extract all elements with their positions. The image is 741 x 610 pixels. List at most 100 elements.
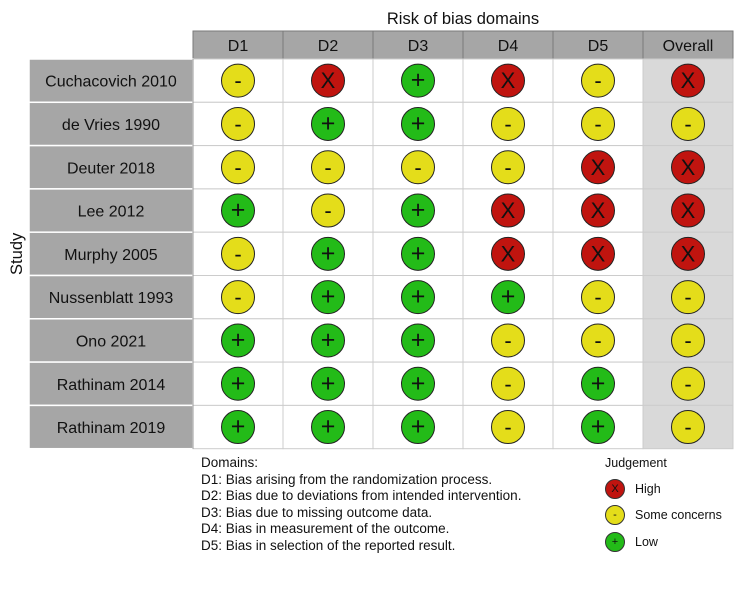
judgement-some-icon xyxy=(581,280,615,315)
chart-title: Risk of bias domains xyxy=(387,10,539,28)
judgement-symbol: - xyxy=(684,328,691,353)
judgement-symbol: - xyxy=(504,371,511,396)
y-axis-label: Study xyxy=(8,232,26,275)
judgement-low-icon xyxy=(311,236,345,271)
judgement-symbol: - xyxy=(414,155,421,180)
judgement-symbol: - xyxy=(504,328,511,353)
judgement-symbol: - xyxy=(504,415,511,440)
domain-d2-description: D2: Bias due to deviations from intended… xyxy=(201,488,522,504)
judgement-symbol: X xyxy=(591,241,606,266)
study-row-header xyxy=(28,101,194,147)
judgement-symbol: X xyxy=(501,198,516,223)
judgement-high-icon xyxy=(671,236,705,271)
study-label-rathinam-2014: Rathinam 2014 xyxy=(57,377,166,394)
judgement-low-icon xyxy=(581,366,615,401)
judgement-symbol: X xyxy=(681,241,696,266)
judgement-symbol: + xyxy=(231,196,246,224)
judgement-symbol: - xyxy=(594,68,601,93)
judgement-symbol: + xyxy=(411,326,426,354)
study-label-rathinam-2019: Rathinam 2019 xyxy=(57,420,166,437)
study-label-nussenblatt-1993: Nussenblatt 1993 xyxy=(49,290,174,307)
study-row-header xyxy=(28,274,194,320)
judgement-symbol: - xyxy=(684,111,691,136)
judgement-some-icon xyxy=(581,63,615,98)
judgement-symbol: + xyxy=(411,369,426,397)
judgement-symbol: + xyxy=(321,109,336,137)
judgement-symbol: + xyxy=(501,283,516,311)
judgement-legend-high: X High xyxy=(605,478,661,500)
column-header-label-d2: D2 xyxy=(318,38,339,55)
judgement-high-icon xyxy=(491,193,525,228)
judgement-symbol: X xyxy=(681,198,696,223)
judgement-low-icon xyxy=(311,280,345,315)
risk-of-bias-chart: Risk of bias domains Study D1 D2 D3 D4 D5 Overa… xyxy=(8,10,734,450)
judgement-some-icon xyxy=(221,150,255,185)
judgement-symbol: X xyxy=(501,241,516,266)
judgement-symbol: - xyxy=(504,111,511,136)
judgement-legend-title: Judgement xyxy=(605,456,667,470)
judgement-some-icon xyxy=(221,106,255,141)
judgement-some-icon xyxy=(311,193,345,228)
judgement-low-icon xyxy=(401,106,435,141)
judgement-some-icon xyxy=(581,106,615,141)
judgement-legend-some-concerns: - Some concerns xyxy=(605,504,722,526)
judgement-symbol: X xyxy=(591,198,606,223)
column-header-overall xyxy=(642,30,734,60)
column-header-label-overall: Overall xyxy=(663,38,714,55)
judgement-high-icon xyxy=(491,236,525,271)
judgement-low-icon xyxy=(581,410,615,445)
judgement-low-icon xyxy=(401,410,435,445)
judgement-high-icon xyxy=(581,150,615,185)
judgement-some-icon xyxy=(491,150,525,185)
judgement-low-icon xyxy=(401,63,435,98)
judgement-some-icon xyxy=(671,280,705,315)
study-row-header xyxy=(28,144,194,190)
judgement-symbol: + xyxy=(591,369,606,397)
domain-d3-description: D3: Bias due to missing outcome data. xyxy=(201,504,433,520)
domains-legend: Domains: D1: Bias arising from the rando… xyxy=(201,455,521,555)
judgement-symbol: - xyxy=(324,155,331,180)
judgement-symbol: X xyxy=(321,68,336,93)
judgement-symbol: - xyxy=(684,371,691,396)
study-label-deuter-2018: Deuter 2018 xyxy=(67,160,155,177)
judgement-high-label: High xyxy=(635,482,661,496)
judgement-some-icon xyxy=(221,236,255,271)
judgement-symbol: + xyxy=(411,66,426,94)
judgement-low-icon xyxy=(311,323,345,358)
column-header-label-d1: D1 xyxy=(228,38,249,55)
judgement-some-icon xyxy=(221,280,255,315)
low-risk-icon: + xyxy=(605,532,625,552)
judgement-legend: Judgement X High - Some concerns + Low xyxy=(605,456,722,552)
judgement-symbol: - xyxy=(504,155,511,180)
judgement-high-icon xyxy=(671,193,705,228)
judgement-symbol: + xyxy=(411,283,426,311)
judgement-some-icon xyxy=(401,150,435,185)
judgement-low-icon xyxy=(311,366,345,401)
judgement-some-icon xyxy=(491,410,525,445)
judgement-symbol: - xyxy=(594,111,601,136)
judgement-some-icon xyxy=(671,323,705,358)
some-concerns-icon: - xyxy=(605,505,625,525)
judgement-symbol: + xyxy=(321,239,336,267)
study-label-de-vries-1990: de Vries 1990 xyxy=(62,117,160,134)
judgement-low-icon xyxy=(221,366,255,401)
judgement-symbol: - xyxy=(594,285,601,310)
column-header-d2 xyxy=(282,30,374,60)
judgement-symbol: + xyxy=(411,109,426,137)
domains-legend-heading: Domains: xyxy=(201,455,259,470)
study-label-ono-2021: Ono 2021 xyxy=(76,333,146,350)
judgement-some-icon xyxy=(491,366,525,401)
study-label-lee-2012: Lee 2012 xyxy=(78,204,145,221)
study-row-header xyxy=(28,188,194,233)
judgement-legend-low: + Low xyxy=(605,531,658,553)
column-header-label-d4: D4 xyxy=(498,38,519,55)
judgement-high-icon xyxy=(671,63,705,98)
judgement-symbol: X xyxy=(501,68,516,93)
judgement-symbol: + xyxy=(321,369,336,397)
judgement-symbol: X xyxy=(681,68,696,93)
judgement-high-icon xyxy=(491,63,525,98)
judgement-symbol: - xyxy=(234,68,241,93)
judgement-low-icon xyxy=(221,410,255,445)
judgement-some-icon xyxy=(671,366,705,401)
judgement-some-icon xyxy=(311,150,345,185)
